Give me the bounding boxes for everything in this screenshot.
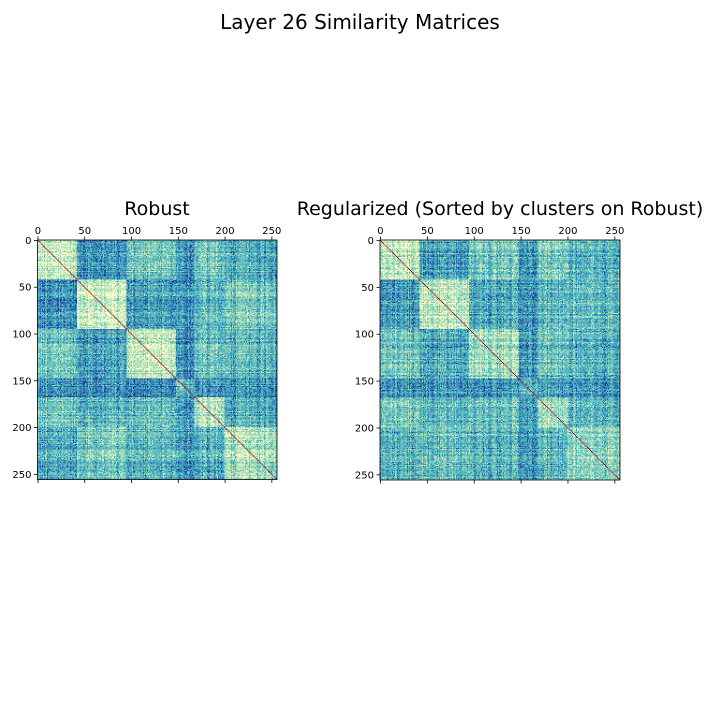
figure-title: Layer 26 Similarity Matrices: [220, 10, 500, 34]
heatmap-panel-robust: Robust 0 50 100 150 200 250 0 50 100 150 200 250: [12, 198, 281, 483]
x-tick-label: 100: [122, 226, 141, 237]
y-tick-label: 0: [25, 236, 31, 247]
x-tick-label: 150: [512, 226, 531, 237]
y-tick-label: 200: [12, 423, 31, 434]
heatmap-panel-regularized: Regularized (Sorted by clusters on Robus…: [297, 198, 704, 484]
heatmap-frame: [37, 239, 278, 480]
y-tick-label: 0: [368, 236, 374, 247]
y-tick-label: 150: [355, 377, 374, 388]
y-tick-label: 50: [361, 283, 374, 294]
y-tick-label: 50: [19, 283, 32, 294]
x-tick-label: 50: [421, 226, 434, 237]
heatmap-title: Regularized (Sorted by clusters on Robus…: [297, 198, 704, 220]
y-tick-label: 200: [355, 423, 374, 434]
heatmap-title: Robust: [124, 198, 189, 220]
x-tick-label: 50: [78, 226, 91, 237]
x-tick-label: 0: [377, 226, 383, 237]
y-tick-label: 250: [355, 470, 374, 481]
x-tick-label: 100: [465, 226, 484, 237]
y-tick-label: 100: [355, 330, 374, 341]
y-tick-label: 150: [12, 376, 31, 387]
heatmap-frame: [379, 239, 621, 481]
x-tick-label: 150: [169, 226, 188, 237]
y-tick-label: 100: [12, 330, 31, 341]
heatmap-cells: [37, 240, 277, 480]
x-tick-label: 200: [216, 226, 235, 237]
x-tick-label: 250: [262, 226, 281, 237]
y-tick-label: 250: [12, 470, 31, 481]
x-tick-label: 200: [558, 226, 577, 237]
x-tick-label: 250: [605, 226, 624, 237]
x-tick-label: 0: [35, 226, 41, 237]
heatmap-cells: [380, 240, 620, 480]
